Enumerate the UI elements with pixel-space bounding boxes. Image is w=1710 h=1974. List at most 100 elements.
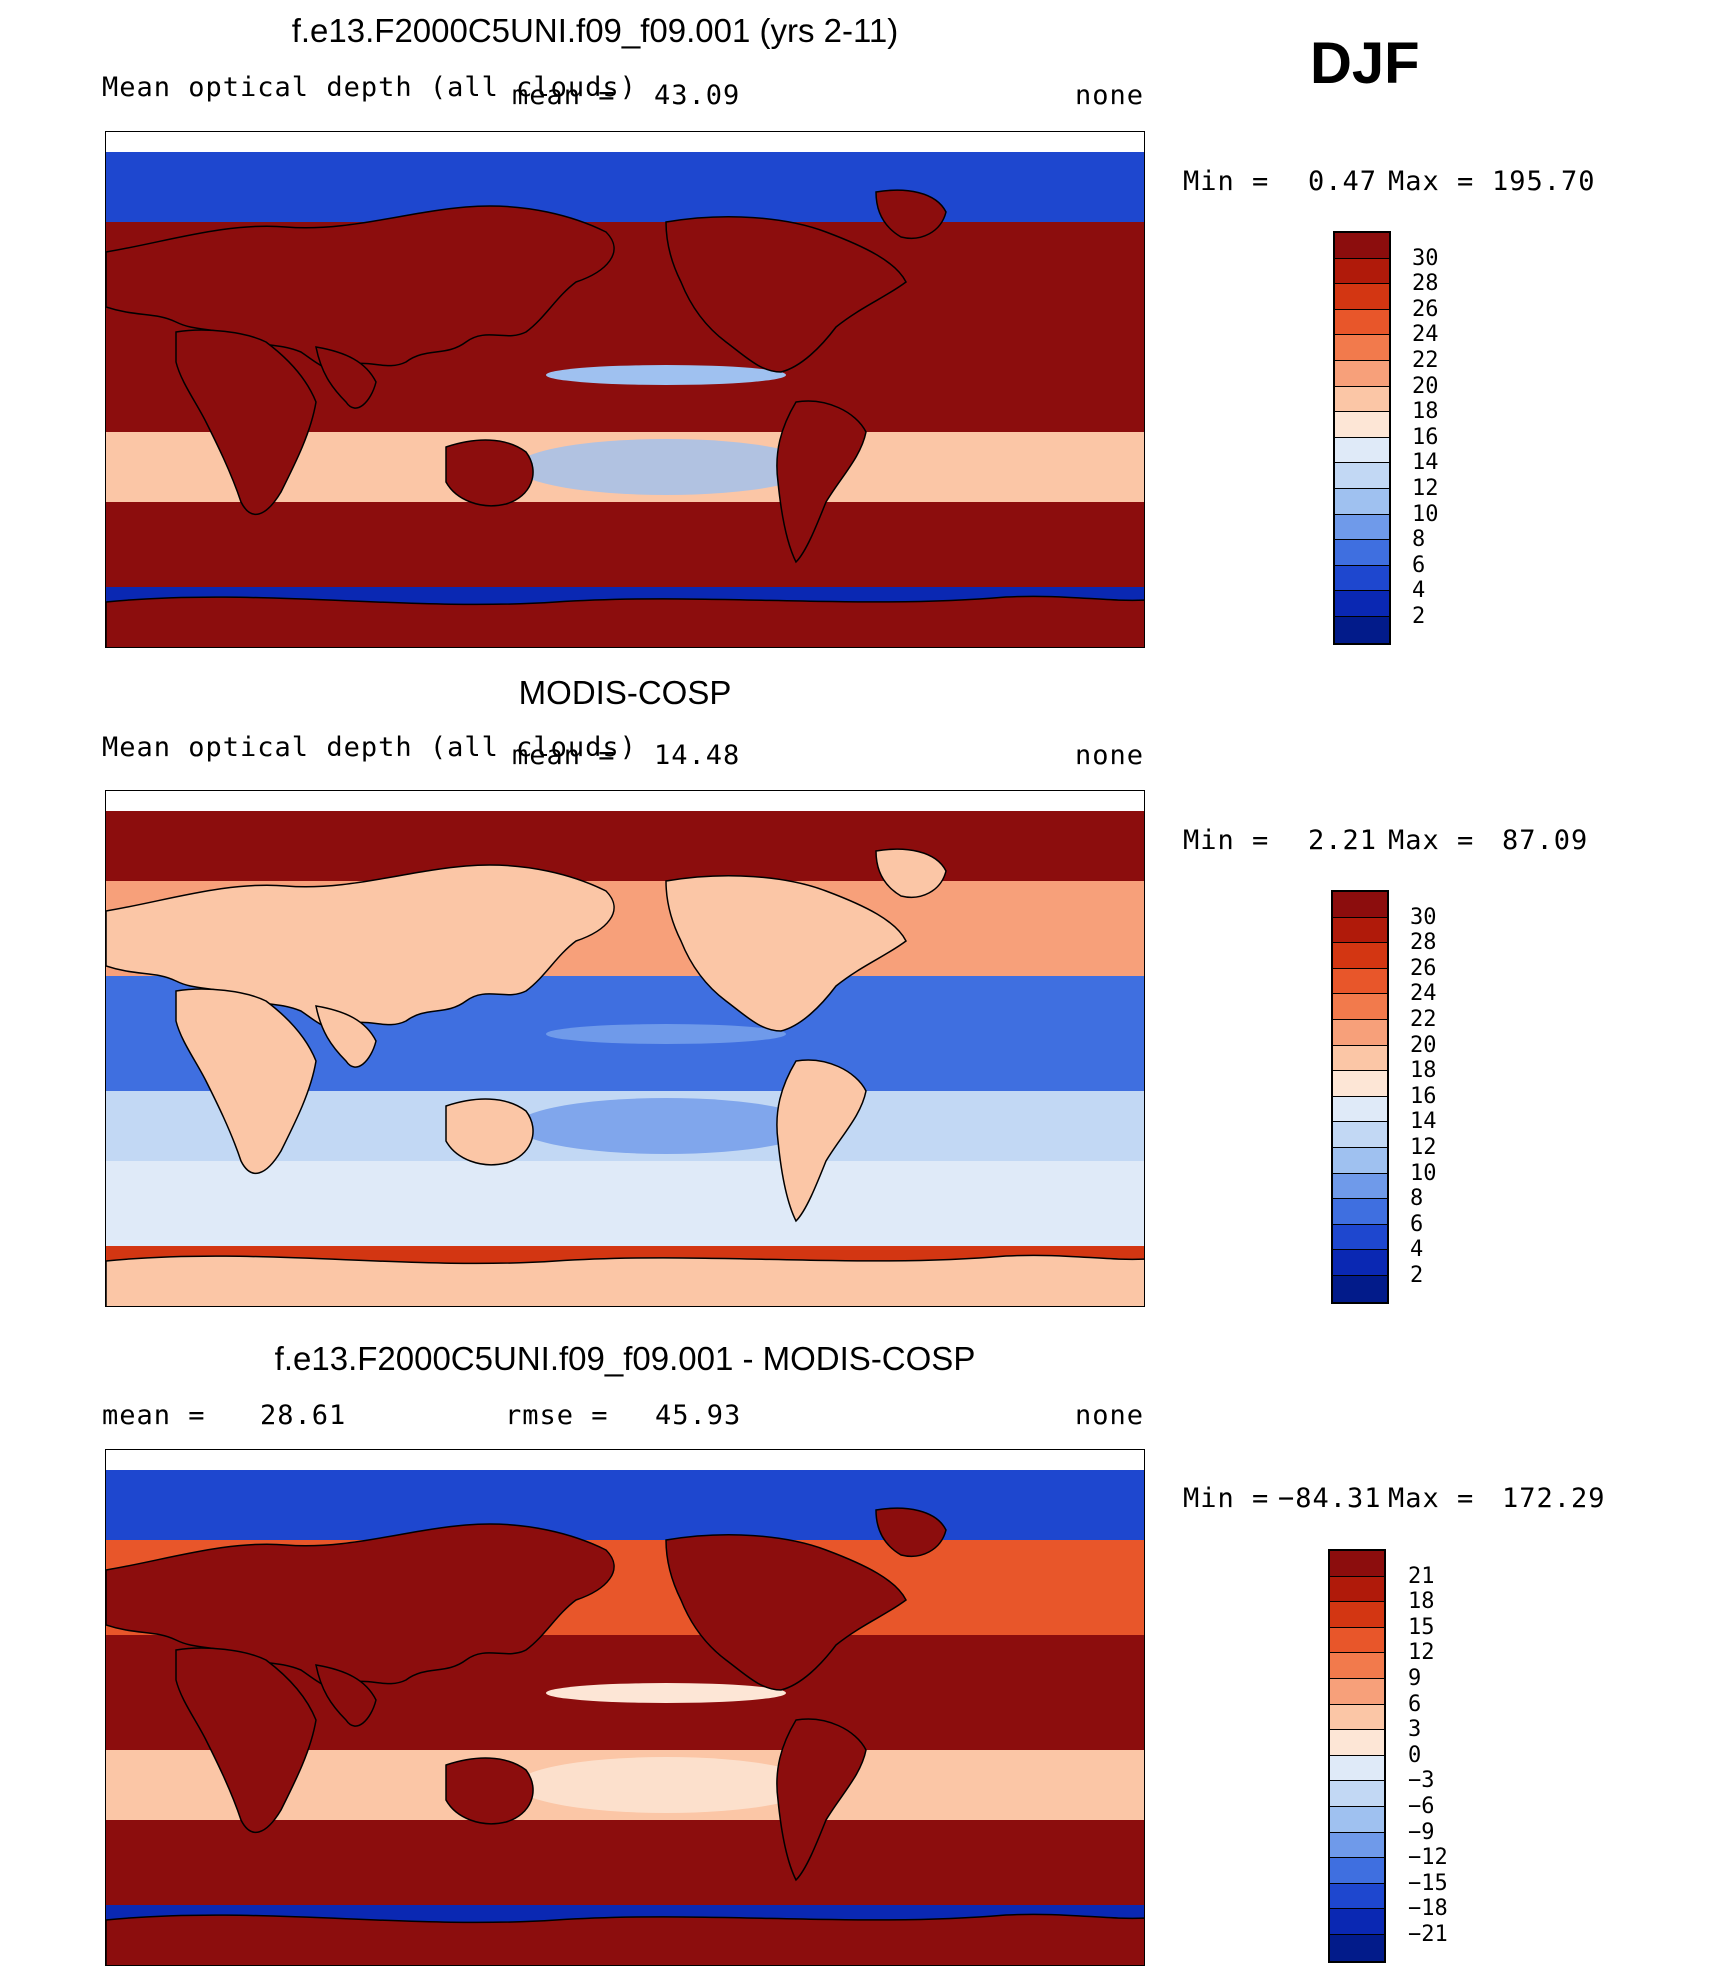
colorbar-swatch: [1330, 1934, 1384, 1961]
colorbar-swatch: [1333, 1275, 1387, 1302]
continent-outline: [106, 595, 1144, 647]
continent-outline: [106, 1913, 1144, 1965]
field-feature: [546, 365, 786, 385]
colorbar-swatch: [1335, 258, 1389, 285]
colorbar-tick-label: 18: [1412, 399, 1439, 425]
field-feature: [546, 1024, 786, 1044]
colorbar-swatch: [1335, 463, 1389, 489]
panel1-map: [105, 131, 1145, 648]
panel1-variable-label: Mean optical depth (all clouds): [102, 72, 637, 103]
colorbar-tick-label: 20: [1412, 373, 1439, 399]
colorbar-tick-label: −3: [1408, 1768, 1435, 1794]
colorbar-swatch: [1335, 412, 1389, 438]
colorbar-swatch: [1333, 1199, 1387, 1225]
colorbar-swatch: [1330, 1704, 1384, 1731]
colorbar-swatch: [1330, 1730, 1384, 1756]
colorbar-swatch: [1335, 386, 1389, 413]
panel3-min-value: −84.31: [1278, 1483, 1382, 1514]
panel3-colorbar: [1328, 1549, 1386, 1963]
continent-outline: [776, 1718, 867, 1882]
colorbar-tick-label: 24: [1412, 322, 1439, 348]
colorbar-tick-label: 3: [1408, 1717, 1422, 1743]
colorbar-swatch: [1333, 1122, 1387, 1148]
panel1-colorbar: [1333, 231, 1391, 645]
colorbar-swatch: [1335, 540, 1389, 566]
panel2-map-svg: [106, 791, 1144, 1306]
continent-outline: [315, 1664, 377, 1727]
continent-outline: [175, 329, 317, 516]
colorbar-swatch: [1335, 591, 1389, 617]
colorbar-tick-label: 22: [1410, 1007, 1437, 1032]
continent-outline: [875, 1507, 947, 1557]
colorbar-tick-label: 30: [1412, 245, 1439, 271]
colorbar-swatch: [1333, 1173, 1387, 1200]
continent-outline: [445, 1098, 534, 1166]
colorbar-tick-label: 12: [1408, 1640, 1435, 1666]
panel2-min-value: 2.21: [1308, 825, 1378, 856]
panel1-mean-value: 43.09: [654, 80, 741, 111]
panel1-map-svg: [106, 132, 1144, 647]
panel2-colorbar: [1331, 890, 1389, 1304]
colorbar-tick-label: 22: [1412, 348, 1439, 373]
panel2-mean-label: mean =: [512, 740, 616, 771]
panel3-mean-label: mean =: [102, 1400, 206, 1431]
colorbar-swatch: [1335, 233, 1389, 259]
colorbar-tick-label: 10: [1410, 1160, 1437, 1186]
colorbar-swatch: [1333, 1147, 1387, 1174]
colorbar-tick-label: 20: [1410, 1032, 1437, 1058]
panel3-rmse-label: rmse =: [505, 1400, 609, 1431]
panel2-title: MODIS-COSP: [518, 674, 732, 711]
colorbar-tick-label: 10: [1412, 501, 1439, 527]
colorbar-swatch: [1330, 1909, 1384, 1935]
colorbar-swatch: [1333, 994, 1387, 1020]
colorbar-tick-label: 14: [1412, 450, 1439, 476]
colorbar-tick-label: 4: [1410, 1237, 1424, 1263]
colorbar-swatch: [1330, 1858, 1384, 1884]
panel2-mean-value: 14.48: [654, 740, 741, 771]
field-feature: [546, 1683, 786, 1703]
colorbar-swatch: [1333, 1224, 1387, 1251]
colorbar-tick-label: −12: [1408, 1845, 1448, 1871]
continent-outline: [875, 189, 947, 239]
colorbar-tick-label: 14: [1410, 1109, 1437, 1135]
panel3-min-label: Min =: [1183, 1483, 1270, 1514]
colorbar-swatch: [1333, 1250, 1387, 1276]
colorbar-tick-label: 12: [1412, 476, 1439, 501]
colorbar-swatch: [1335, 309, 1389, 336]
colorbar-swatch: [1333, 1045, 1387, 1072]
panel2-variable-label: Mean optical depth (all clouds): [102, 732, 637, 763]
colorbar-tick-label: −6: [1408, 1794, 1435, 1819]
colorbar-tick-label: 18: [1410, 1058, 1437, 1084]
colorbar-swatch: [1335, 437, 1389, 464]
continent-outline: [175, 988, 317, 1175]
field-band: [106, 1470, 1144, 1540]
colorbar-tick-label: 6: [1412, 552, 1426, 578]
panel1-mean-label: mean =: [512, 80, 616, 111]
panel1-title: f.e13.F2000C5UNI.f09_f09.001 (yrs 2-11): [291, 12, 899, 49]
field-band: [106, 791, 1144, 811]
colorbar-tick-label: 12: [1410, 1135, 1437, 1160]
colorbar-swatch: [1333, 917, 1387, 944]
colorbar-tick-label: 9: [1408, 1666, 1422, 1691]
field-band: [106, 502, 1144, 587]
colorbar-swatch: [1335, 284, 1389, 310]
field-feature: [516, 1098, 816, 1154]
field-band: [106, 811, 1144, 881]
panel3-rmse-value: 45.93: [655, 1400, 742, 1431]
colorbar-swatch: [1330, 1678, 1384, 1705]
colorbar-tick-label: 16: [1412, 424, 1439, 450]
colorbar-tick-label: 2: [1412, 604, 1426, 629]
colorbar-tick-label: 8: [1410, 1186, 1424, 1212]
panel3-units: none: [1075, 1400, 1145, 1431]
colorbar-tick-label: 15: [1408, 1614, 1435, 1640]
colorbar-swatch: [1330, 1755, 1384, 1782]
continent-outline: [445, 439, 534, 507]
continent-outline: [665, 875, 907, 1032]
colorbar-swatch: [1330, 1806, 1384, 1833]
continent-outline: [776, 400, 867, 564]
colorbar-tick-label: 16: [1410, 1083, 1437, 1109]
season-label: DJF: [1310, 31, 1420, 96]
colorbar-tick-label: 28: [1412, 271, 1439, 297]
colorbar-swatch: [1330, 1576, 1384, 1603]
panel2-units: none: [1075, 740, 1145, 771]
